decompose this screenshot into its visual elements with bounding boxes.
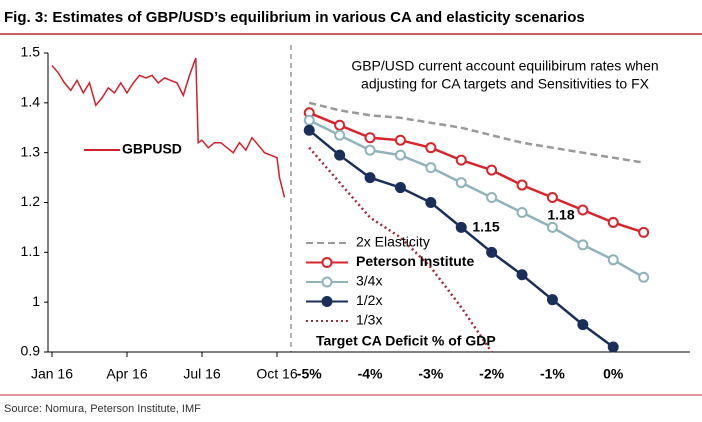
x-tick-label: Jan 16: [31, 366, 73, 382]
annotation: 1.15: [472, 219, 499, 235]
marker: [516, 206, 528, 218]
marker: [546, 192, 558, 204]
x-tick-label: Jul 16: [183, 366, 221, 382]
y-tick-label: 1.2: [21, 193, 41, 209]
marker: [577, 239, 589, 251]
marker: [638, 271, 650, 283]
x-tick-label: Oct 16: [256, 366, 297, 382]
marker: [577, 319, 589, 331]
legend-label: 1/2x: [356, 292, 382, 308]
marker: [334, 149, 346, 161]
legend-label: Peterson Institute: [356, 253, 474, 269]
x-tick-label: -1%: [540, 366, 565, 382]
marker: [607, 216, 619, 228]
marker: [486, 192, 498, 204]
series-line: [51, 57, 286, 198]
marker: [638, 226, 650, 238]
marker: [303, 124, 315, 136]
marker: [546, 221, 558, 233]
y-tick-label: 1: [32, 293, 40, 309]
marker: [394, 134, 406, 146]
marker: [455, 154, 467, 166]
subtitle: GBP/USD current account equilibirum rate…: [351, 58, 658, 74]
series-line: [308, 146, 493, 353]
marker: [425, 197, 437, 208]
marker: [394, 182, 406, 194]
marker: [364, 132, 376, 144]
legend-label: 1/3x: [356, 312, 382, 328]
marker: [394, 149, 406, 161]
marker: [425, 162, 437, 174]
marker: [607, 254, 619, 266]
chart-title: Fig. 3: Estimates of GBP/USD’s equilibri…: [4, 9, 585, 26]
x-tick-label: -4%: [358, 366, 383, 382]
marker: [577, 204, 589, 216]
subtitle: adjusting for CA targets and Sensitiviti…: [361, 76, 650, 92]
marker: [486, 164, 498, 176]
marker: [486, 246, 498, 258]
x-tick-label: -2%: [479, 366, 504, 382]
source: Source: Nomura, Peterson Institute, IMF: [4, 403, 201, 415]
marker: [455, 221, 467, 233]
marker: [516, 269, 528, 281]
marker: [334, 119, 346, 131]
x-tick-label: 0%: [603, 366, 624, 382]
legend-marker: [321, 257, 333, 268]
marker: [425, 142, 437, 154]
y-tick-label: 0.9: [21, 343, 41, 359]
legend-label: 2x Elasticity: [356, 234, 430, 250]
legend-marker: [321, 296, 333, 307]
series-line: [308, 101, 644, 164]
y-tick-label: 1.1: [21, 243, 41, 259]
marker: [334, 129, 346, 141]
marker: [364, 144, 376, 156]
annotation: 1.18: [547, 207, 574, 223]
marker: [364, 172, 376, 184]
y-tick-label: 1.3: [21, 143, 41, 159]
legend-marker: [321, 276, 333, 288]
x-axis-title: Target CA Deficit % of GDP: [316, 333, 496, 349]
y-tick-label: 1.5: [21, 44, 41, 60]
legend-label: 3/4x: [356, 273, 382, 289]
y-tick-label: 1.4: [21, 94, 41, 110]
x-tick-label: -5%: [297, 366, 322, 382]
marker: [546, 294, 558, 306]
marker: [607, 341, 619, 353]
marker: [455, 177, 467, 189]
x-tick-label: Apr 16: [106, 366, 147, 382]
marker: [516, 179, 528, 191]
series-line: [308, 119, 645, 279]
marker: [303, 114, 315, 126]
x-tick-label: -3%: [418, 366, 443, 382]
legend-label: GBPUSD: [122, 141, 182, 157]
